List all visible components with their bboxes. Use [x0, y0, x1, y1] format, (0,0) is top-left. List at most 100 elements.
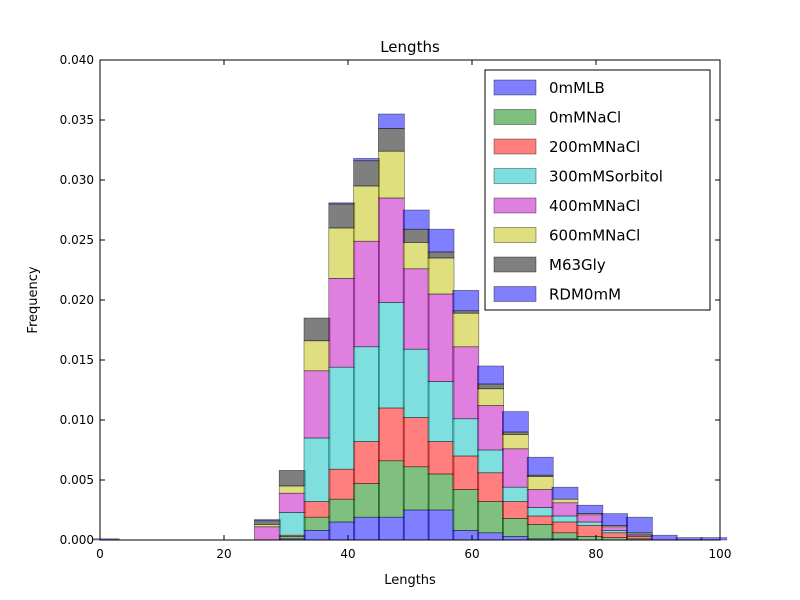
y-axis-ticks: 0.000 0.005 0.010 0.015 0.020 0.025 0.030 0.035… [60, 53, 720, 547]
bar-600mMNaCl-bin-7 [278, 485, 306, 494]
bar-0mMLB-bin-15 [477, 532, 504, 541]
bar-400mMNaCl-bin-13 [427, 293, 455, 382]
bar-0mMNaCl-bin-7 [278, 536, 306, 540]
bar-200mMNaCl-bin-21 [626, 536, 653, 540]
bar-300mMSorbitol-bin-7 [278, 512, 306, 536]
x-tick-label: 0 [96, 547, 104, 561]
bar-0mMNaCl-bin-15 [477, 501, 504, 534]
bar-300mMSorbitol-bin-14 [452, 418, 480, 457]
bar-400mMNaCl-bin-19 [576, 514, 604, 523]
legend-label: 600mMNaCl [549, 227, 640, 245]
legend: 0mMLB 0mMNaCl 200mMNaCl 300mMSorbitol 400mMN… [484, 69, 711, 311]
bar-200mMNaCl-bin-18 [551, 521, 579, 534]
bar-RDM0mM-bin-9 [328, 202, 356, 205]
bar-M63Gly-bin-15 [477, 383, 504, 390]
bar-400mMNaCl-bin-17 [526, 489, 554, 508]
bar-400mMNaCl-bin-10 [353, 240, 380, 348]
bar-0mMNaCl-bin-12 [402, 466, 430, 511]
bar-RDM0mM-bin-13 [427, 228, 455, 253]
legend-swatch [493, 168, 537, 184]
legend-swatch [493, 256, 537, 273]
bar-0mMNaCl-bin-10 [353, 483, 380, 518]
bar-M63Gly-bin-9 [328, 203, 356, 229]
legend-swatch [493, 286, 537, 302]
x-axis-title: Lengths [384, 573, 436, 588]
legend-label: 400mMNaCl [549, 197, 640, 215]
bar-M63Gly-bin-13 [427, 251, 455, 259]
bar-200mMNaCl-bin-17 [526, 515, 554, 525]
bar-0mMNaCl-bin-14 [452, 489, 480, 531]
bar-RDM0mM-bin-21 [626, 516, 653, 534]
bar-300mMSorbitol-bin-12 [402, 348, 430, 418]
bar-200mMNaCl-bin-19 [576, 525, 604, 537]
bar-RDM0mM-bin-19 [576, 504, 604, 514]
bar-200mMNaCl-bin-20 [601, 532, 628, 538]
bars-group [92, 113, 728, 541]
y-tick-label: 0.010 [60, 413, 94, 427]
bar-200mMNaCl-bin-15 [477, 472, 504, 502]
bar-300mMSorbitol-bin-11 [378, 302, 405, 409]
bar-RDM0mM-bin-20 [601, 513, 628, 526]
y-axis-title: Frequency [26, 266, 41, 333]
bar-M63Gly-bin-6 [254, 520, 281, 525]
bar-M63Gly-bin-16 [502, 431, 529, 435]
legend-label: 0mMNaCl [549, 109, 621, 127]
bar-400mMNaCl-bin-6 [254, 526, 281, 541]
bar-RDM0mM-bin-15 [477, 365, 504, 385]
legend-label: 0mMLB [549, 79, 605, 97]
bar-400mMNaCl-bin-20 [601, 526, 628, 531]
bar-0mMNaCl-bin-11 [378, 460, 405, 518]
bar-0mMLB-bin-12 [402, 509, 430, 541]
bar-300mMSorbitol-bin-9 [328, 366, 356, 470]
bar-0mMLB-bin-11 [378, 516, 405, 541]
bar-M63Gly-bin-11 [378, 128, 405, 152]
y-tick-label: 0.040 [60, 53, 94, 67]
bar-RDM0mM-bin-12 [402, 209, 430, 230]
legend-label: M63Gly [549, 256, 606, 274]
bar-600mMNaCl-bin-11 [378, 150, 405, 199]
bar-M63Gly-bin-14 [452, 310, 480, 314]
bar-600mMNaCl-bin-6 [254, 524, 281, 528]
bar-400mMNaCl-bin-7 [278, 492, 306, 513]
bar-RDM0mM-bin-14 [452, 290, 480, 312]
bar-600mMNaCl-bin-14 [452, 312, 480, 348]
bar-600mMNaCl-bin-15 [477, 388, 504, 406]
chart-title: Lengths [380, 38, 440, 56]
bar-200mMNaCl-bin-14 [452, 455, 480, 490]
bar-0mMLB-bin-13 [427, 509, 455, 541]
bar-300mMSorbitol-bin-16 [502, 486, 529, 502]
bar-400mMNaCl-bin-12 [402, 268, 430, 350]
bar-400mMNaCl-bin-9 [328, 278, 356, 368]
legend-swatch [493, 197, 537, 214]
bar-0mMNaCl-bin-19 [576, 536, 604, 541]
bar-M63Gly-bin-10 [353, 160, 380, 187]
legend-swatch [493, 138, 537, 155]
bar-600mMNaCl-bin-10 [353, 185, 380, 242]
legend-swatch [493, 227, 537, 243]
x-tick-label: 40 [340, 547, 355, 561]
bar-0mMLB-bin-10 [353, 516, 380, 541]
bar-600mMNaCl-bin-12 [402, 242, 430, 270]
bar-200mMNaCl-bin-16 [502, 501, 529, 519]
bar-300mMSorbitol-bin-20 [601, 530, 628, 534]
bar-400mMNaCl-bin-18 [551, 502, 579, 517]
bar-300mMSorbitol-bin-10 [353, 346, 380, 442]
bar-RDM0mM-bin-10 [353, 158, 380, 162]
bar-0mMNaCl-bin-13 [427, 473, 455, 511]
bar-0mMLB-bin-9 [328, 521, 356, 541]
legend-swatch [493, 79, 537, 96]
bar-RDM0mM-bin-16 [502, 411, 529, 433]
bar-400mMNaCl-bin-14 [452, 346, 480, 420]
legend-swatch [493, 109, 537, 125]
x-axis-ticks: 0 20 40 60 80 100 [96, 60, 731, 561]
bar-300mMSorbitol-bin-8 [303, 437, 331, 502]
bar-0mMLB-bin-14 [452, 530, 480, 541]
y-tick-label: 0.005 [60, 473, 94, 487]
y-tick-label: 0.035 [60, 113, 94, 127]
legend-label: RDM0mM [549, 286, 621, 304]
bar-400mMNaCl-bin-11 [378, 197, 405, 303]
bar-400mMNaCl-bin-16 [502, 448, 529, 488]
bar-300mMSorbitol-bin-18 [551, 515, 579, 523]
x-tick-label: 20 [216, 547, 231, 561]
bar-600mMNaCl-bin-17 [526, 476, 554, 490]
